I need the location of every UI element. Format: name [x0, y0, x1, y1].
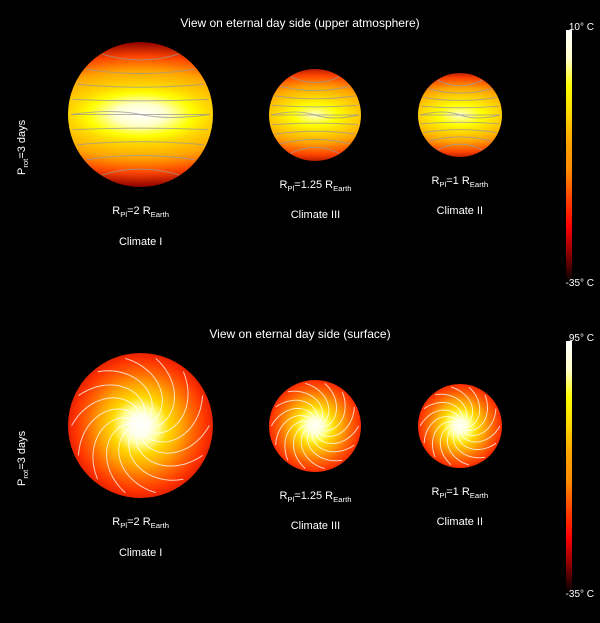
climate-label: Climate II [437, 516, 483, 528]
colorbar [566, 30, 572, 282]
radius-label: RPl=1 REarth [431, 175, 488, 189]
y-axis-label: Prot=3 days [16, 120, 30, 175]
panel-0: View on eternal day side (upper atmosphe… [0, 0, 600, 311]
y-axis-label: Prot=3 days [16, 431, 30, 486]
sphere [269, 69, 361, 161]
panel-title: View on eternal day side (surface) [0, 327, 600, 341]
sphere [68, 353, 213, 498]
sphere [68, 42, 213, 187]
sphere-group: RPl=1 REarth Climate II [418, 73, 502, 217]
colorbar-min-label: -35° C [566, 589, 594, 600]
sphere-group: RPl=1.25 REarth Climate III [269, 69, 361, 221]
radius-label: RPl=1.25 REarth [279, 179, 351, 193]
sphere-group: RPl=1 REarth Climate II [418, 384, 502, 528]
sphere-group: RPl=2 REarth Climate I [68, 42, 213, 247]
sphere-row: RPl=2 REarthClimate I RPl=1.25 REarthCli… [40, 50, 530, 240]
radius-label: RPl=1.25 REarth [279, 490, 351, 504]
climate-label: Climate III [291, 520, 341, 532]
panel-1: View on eternal day side (surface) Prot=3… [0, 311, 600, 622]
sphere [269, 380, 361, 472]
panel-title: View on eternal day side (upper atmosphe… [0, 16, 600, 30]
colorbar-max-label: 95° C [569, 333, 594, 344]
colorbar-min-label: -35° C [566, 278, 594, 289]
sphere [418, 384, 502, 468]
radius-label: RPl=2 REarth [112, 205, 169, 219]
climate-label: Climate II [437, 205, 483, 217]
colorbar [566, 341, 572, 593]
climate-label: Climate I [119, 236, 162, 248]
colorbar-max-label: 10° C [569, 22, 594, 33]
climate-label: Climate III [291, 209, 341, 221]
sphere-group: RPl=2 REarth Climate I [68, 353, 213, 558]
radius-label: RPl=2 REarth [112, 516, 169, 530]
sphere-group: RPl=1.25 REarth Climate III [269, 380, 361, 532]
radius-label: RPl=1 REarth [431, 486, 488, 500]
sphere-row: RPl=2 REarthClimate I RPl=1.25 REarthCli… [40, 361, 530, 551]
climate-label: Climate I [119, 547, 162, 559]
sphere [418, 73, 502, 157]
